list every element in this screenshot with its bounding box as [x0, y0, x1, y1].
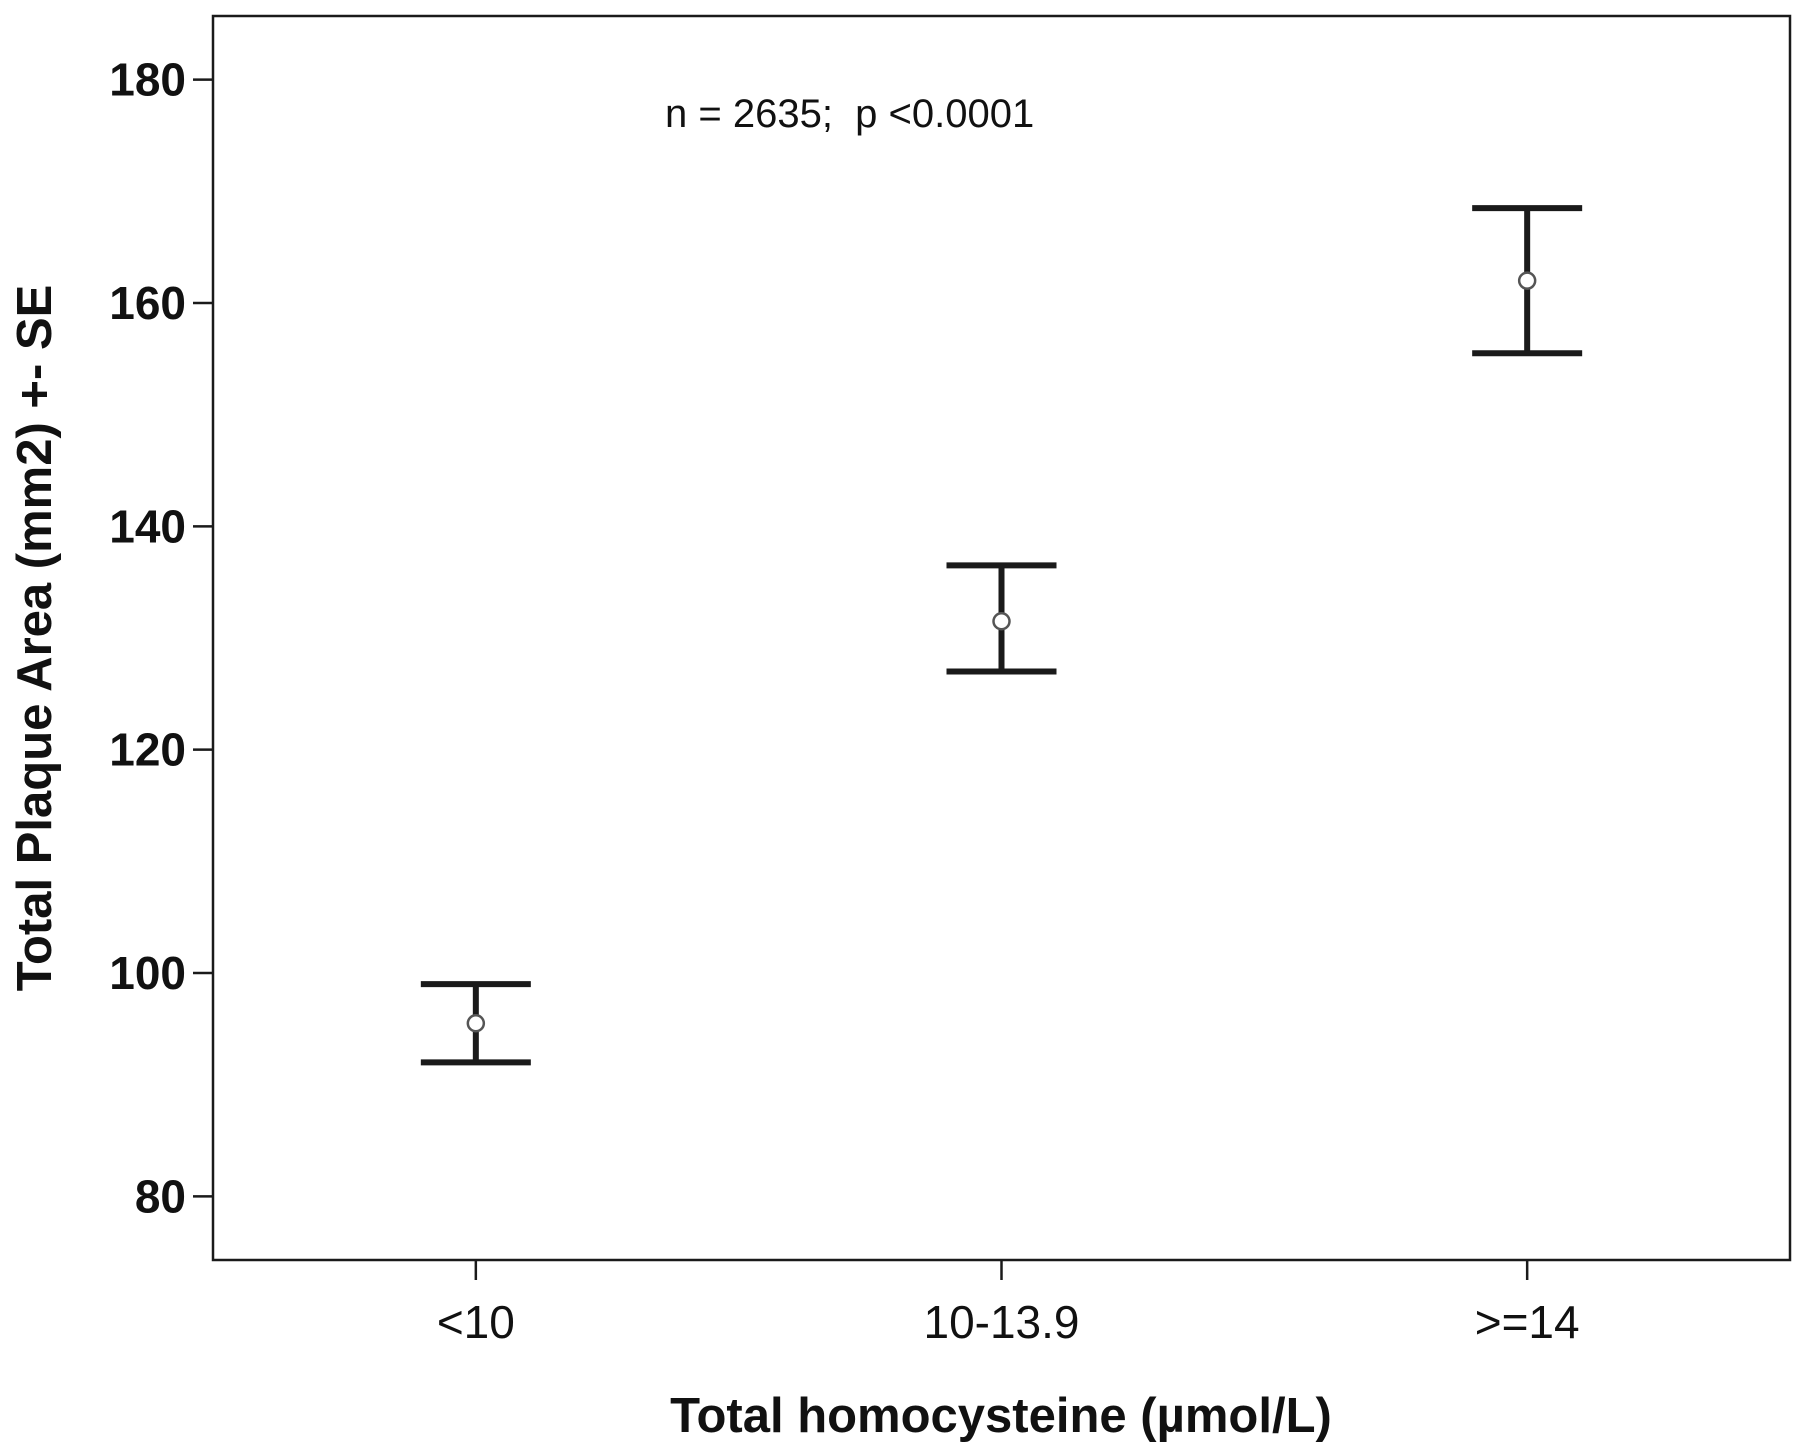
x-tick-label: <10 [437, 1296, 515, 1348]
mean-marker [1517, 271, 1537, 290]
y-axis: 80 100 120 140 160 180 [109, 54, 213, 1222]
y-tick-label: 180 [109, 54, 186, 106]
y-tick-label: 160 [109, 277, 186, 329]
x-axis: <10 10-13.9 >=14 [437, 1260, 1580, 1348]
y-tick-label: 100 [109, 947, 186, 999]
x-axis-title: Total homocysteine (µmol/L) [670, 1389, 1332, 1443]
x-tick-label: 10-13.9 [923, 1296, 1079, 1348]
y-tick-label: 120 [109, 724, 186, 776]
mean-marker [466, 1014, 486, 1033]
stats-annotation: n = 2635; p <0.0001 [665, 92, 1034, 136]
y-tick-label: 80 [135, 1170, 186, 1222]
y-tick-label: 140 [109, 500, 186, 552]
error-bars [420, 205, 1583, 1066]
x-tick-label: >=14 [1475, 1296, 1580, 1348]
mean-marker [992, 611, 1011, 631]
y-axis-title: Total Plaque Area (mm2) +- SE [8, 285, 62, 992]
